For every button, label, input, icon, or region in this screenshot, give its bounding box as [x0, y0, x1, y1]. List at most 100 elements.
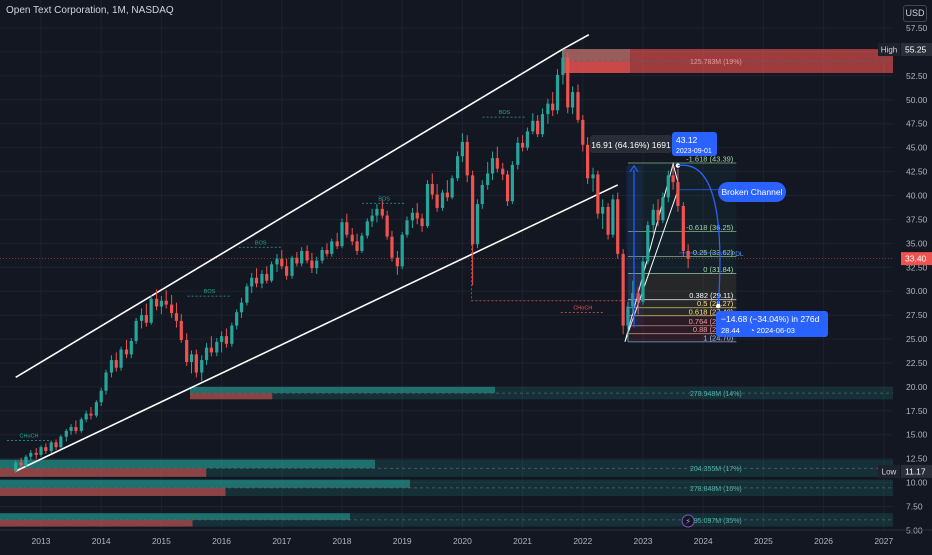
candle-body [325, 250, 329, 254]
time-tick-label: 2018 [333, 536, 352, 546]
volume-zone-up [0, 513, 350, 520]
structure-label: BOS [378, 196, 390, 202]
price-axis: 57.5055.0052.5050.0047.5045.0042.5040.00… [878, 0, 932, 550]
time-tick-label: 2020 [453, 536, 472, 546]
candle-body [215, 341, 219, 353]
candle-body [430, 183, 434, 195]
candle-body [209, 347, 213, 353]
price-badge-tag-label: High [881, 46, 897, 55]
candle-body [254, 277, 259, 284]
volume-zone-up [190, 386, 495, 394]
candle-body [395, 257, 399, 267]
candle-body [269, 264, 274, 281]
candle-body [149, 298, 153, 323]
candle-body [570, 92, 575, 108]
candle-body [576, 92, 580, 120]
candle-body [164, 300, 168, 305]
volume-zones: 125.783M (19%) 278.948M (14%) 204.355M (17… [0, 49, 893, 527]
candle-body [330, 241, 334, 254]
candle-body [109, 360, 114, 373]
candle-body [450, 178, 454, 198]
candle-body [159, 300, 163, 307]
candle-body [230, 325, 234, 344]
volume-zone-main [562, 49, 893, 73]
candle-body [385, 215, 389, 237]
candle-body [591, 174, 595, 179]
fib-label: 0.618 (27.43) [689, 307, 734, 316]
candle-body [104, 372, 108, 391]
candle-body [84, 413, 88, 420]
price-badge-value: 11.17 [905, 466, 926, 476]
candle-body [265, 273, 269, 281]
candle-body [375, 208, 379, 216]
price-tick-label: 27.50 [906, 310, 928, 320]
candle-body [465, 141, 469, 176]
candle-body [616, 199, 620, 254]
candle-body [49, 442, 53, 451]
fib-label: 1 (24.70) [703, 333, 734, 342]
candle-body [410, 212, 415, 221]
candle-body [29, 452, 33, 457]
trend-line [562, 33, 590, 50]
candle-body [239, 302, 244, 313]
candle-body [14, 462, 18, 472]
time-axis: 2013 2014 2015 2016 2017 2018 2019 2020 2021 2022… [0, 514, 932, 550]
time-tick-label: 2022 [573, 536, 592, 546]
candle-body [260, 273, 264, 284]
candle-body [516, 142, 520, 165]
candle-body [551, 103, 555, 111]
candle-body [631, 293, 635, 307]
candle-body [360, 235, 364, 251]
candle-body [345, 222, 349, 235]
projection-target [716, 303, 721, 309]
candle-body [235, 312, 239, 326]
time-tick-label: 2019 [393, 536, 412, 546]
time-tick-label: 2024 [694, 536, 713, 546]
candle-body [39, 447, 43, 455]
projection-label-bg [716, 311, 828, 337]
volume-zone-label: 195.097M (35%) [690, 518, 742, 525]
candle-body [646, 225, 650, 262]
time-tick-label: 2014 [92, 536, 111, 546]
high-callout-bg [672, 132, 717, 156]
candle-body [380, 208, 384, 216]
candle-body [275, 258, 279, 265]
price-tick-label: 37.50 [906, 214, 928, 224]
time-tick-label: 2021 [513, 536, 532, 546]
candle-body [546, 103, 550, 115]
price-tick-label: 10.00 [906, 478, 928, 488]
candle-body [174, 313, 179, 321]
price-badge [901, 252, 932, 266]
time-tick-label: 2027 [874, 536, 893, 546]
price-tick-label: 45.00 [906, 143, 928, 153]
price-tick-label: 40.00 [906, 190, 928, 200]
event-marker [681, 514, 695, 528]
price-tick-label: 12.50 [906, 454, 928, 464]
price-badge [901, 464, 932, 478]
annotations: CHoCH BOS BOS BOS BOS CHoCH 16.91 (64.16%) 169… [6, 110, 828, 441]
candle-body [54, 442, 58, 448]
candles [14, 49, 690, 474]
candle-body [335, 241, 339, 247]
candle-body [525, 131, 530, 148]
candle-body [189, 354, 194, 362]
structure-label: BOS [255, 240, 267, 246]
candle-body [224, 336, 229, 344]
volume-zone-label: 278.948M (14%) [690, 391, 742, 398]
candle-body [94, 402, 98, 416]
candle-body [495, 158, 499, 169]
price-tick-label: 57.50 [906, 23, 928, 33]
candle-body [586, 144, 590, 179]
structure-label: BOS [204, 289, 216, 295]
candle-body [596, 174, 600, 214]
candle-body [681, 206, 685, 251]
high-callout-value: 43.12 [676, 135, 698, 145]
candle-body [445, 192, 449, 198]
price-badge-value: 55.25 [905, 45, 927, 55]
currency-button[interactable]: USD [903, 5, 927, 22]
price-tick-label: 35.00 [906, 238, 928, 248]
candle-body [536, 120, 540, 135]
price-tick-label: 42.50 [906, 167, 928, 177]
